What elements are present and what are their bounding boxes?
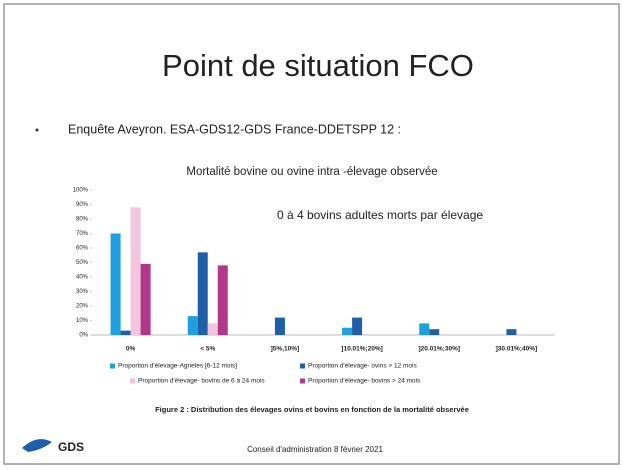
legend-swatch <box>110 363 115 369</box>
y-tick-label: 50% <box>76 260 89 266</box>
x-tick-label: 0% <box>126 346 136 353</box>
bullet-text: Enquête Aveyron. ESA-GDS12-GDS France-DD… <box>68 122 401 136</box>
logo: GDS <box>58 440 84 454</box>
y-tick-label: 20% <box>76 304 89 310</box>
legend-label: Proportion d'élevage- bovins de 6 à 24 m… <box>138 378 265 385</box>
bar <box>506 329 517 335</box>
bullet-dot <box>35 128 39 132</box>
x-tick-label: ]20.01%;30%] <box>418 346 460 353</box>
y-tick-label: 70% <box>76 231 89 237</box>
legend-label: Proportion d'élevage- ovins > 12 mois <box>308 363 417 370</box>
bar <box>120 330 131 335</box>
y-tick-label: 100% <box>73 188 89 194</box>
legend-swatch <box>130 378 135 384</box>
y-tick-label: 40% <box>76 275 89 281</box>
slide-title: Point de situation FCO <box>162 48 474 83</box>
bar <box>419 323 430 335</box>
legend-label: Proportion d'élevage- bovins > 24 mois <box>308 378 421 385</box>
legend-label: Proportion d'élevage-Agneles [6-12 mois] <box>118 363 237 370</box>
bar <box>429 329 440 335</box>
slide-frame <box>3 3 620 465</box>
bar <box>274 317 285 335</box>
bar <box>140 263 151 335</box>
bar <box>197 252 208 335</box>
legend-swatch <box>300 363 305 369</box>
y-tick-label: 10% <box>76 318 89 324</box>
caption: Figure 2 : Distribution des élevages ovi… <box>155 405 469 414</box>
bar <box>130 207 141 335</box>
footer: Conseil d'administration 8 février 2021 <box>247 445 383 454</box>
bar <box>217 265 228 335</box>
bar <box>110 233 121 335</box>
bar <box>207 323 218 335</box>
y-tick-label: 60% <box>76 246 89 252</box>
logo-swoosh <box>22 439 52 452</box>
y-tick-label: 80% <box>76 217 89 223</box>
chart-annotation: 0 à 4 bovins adultes morts par élevage <box>277 208 483 222</box>
y-tick-label: 90% <box>76 202 89 208</box>
y-tick-label: 0% <box>79 333 88 339</box>
legend-swatch <box>300 378 305 384</box>
y-tick-label: 30% <box>76 289 89 295</box>
x-tick-label: < 5% <box>200 346 215 353</box>
chart-title: Mortalité bovine ou ovine intra -élevage… <box>186 166 437 178</box>
bar <box>342 327 353 335</box>
bar <box>352 317 363 335</box>
x-tick-label: ]30.01%;40%] <box>496 346 538 353</box>
bar <box>187 316 198 335</box>
x-tick-label: ]10.01%;20%] <box>341 346 383 353</box>
x-tick-label: ]5%,10%] <box>271 346 300 353</box>
